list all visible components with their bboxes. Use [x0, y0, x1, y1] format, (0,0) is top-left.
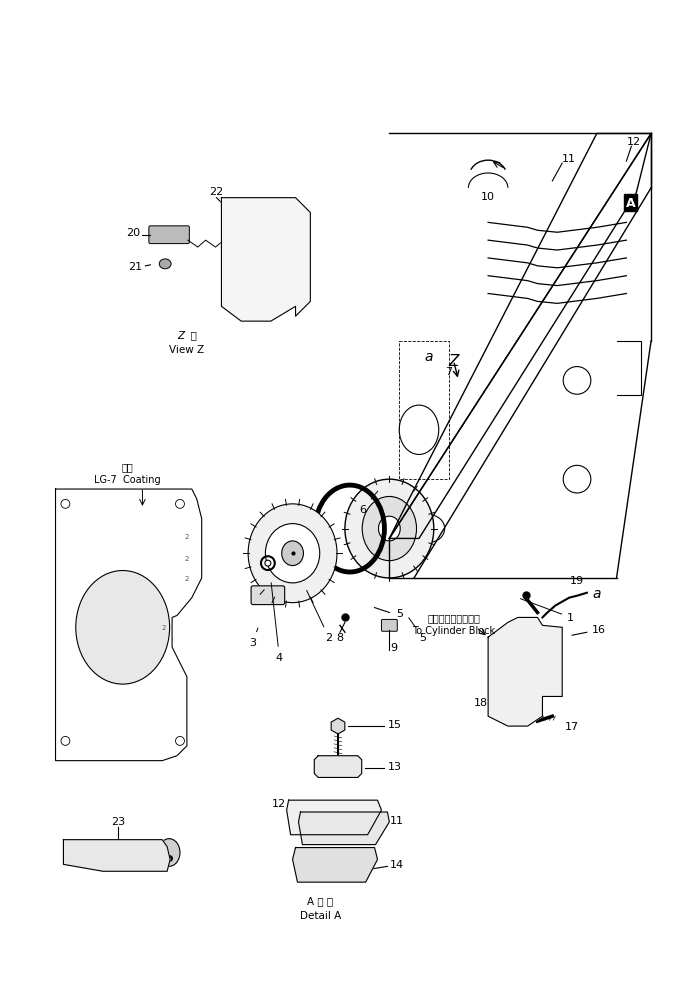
- Polygon shape: [222, 198, 310, 321]
- Ellipse shape: [266, 525, 320, 584]
- Text: 12: 12: [627, 137, 642, 147]
- Ellipse shape: [492, 703, 500, 711]
- Text: 8: 8: [337, 633, 343, 643]
- Text: A: A: [625, 197, 635, 210]
- Text: 3: 3: [249, 628, 258, 648]
- Ellipse shape: [492, 654, 500, 662]
- Polygon shape: [287, 801, 381, 835]
- Text: 11: 11: [389, 815, 404, 825]
- Text: 13: 13: [387, 761, 402, 771]
- Text: 6: 6: [360, 492, 378, 515]
- Text: To Cylinder Block: To Cylinder Block: [412, 626, 495, 636]
- Text: View Z: View Z: [169, 344, 204, 354]
- Text: 5: 5: [409, 618, 426, 643]
- Polygon shape: [299, 812, 389, 845]
- Text: 塗布: 塗布: [122, 461, 133, 472]
- Ellipse shape: [332, 762, 344, 772]
- Text: LG-7  Coating: LG-7 Coating: [95, 474, 161, 485]
- Polygon shape: [314, 756, 362, 778]
- Text: a: a: [593, 586, 601, 600]
- Text: 14: 14: [389, 860, 404, 870]
- Text: 22: 22: [210, 186, 224, 196]
- Text: 19: 19: [570, 575, 584, 586]
- Polygon shape: [293, 848, 377, 882]
- Text: 2: 2: [185, 556, 189, 562]
- Text: 12: 12: [272, 799, 286, 809]
- Text: 17: 17: [565, 722, 579, 732]
- Ellipse shape: [248, 505, 337, 603]
- Text: Detail A: Detail A: [299, 910, 341, 920]
- Text: 16: 16: [592, 625, 606, 635]
- Ellipse shape: [158, 839, 180, 867]
- Ellipse shape: [76, 571, 170, 684]
- Text: 1: 1: [521, 599, 574, 623]
- Text: a: a: [425, 349, 433, 363]
- FancyBboxPatch shape: [149, 227, 189, 245]
- Ellipse shape: [345, 479, 434, 579]
- Ellipse shape: [350, 860, 360, 869]
- FancyBboxPatch shape: [381, 620, 397, 632]
- Ellipse shape: [265, 561, 271, 567]
- Text: Z: Z: [448, 354, 459, 369]
- Text: 2: 2: [185, 576, 189, 582]
- Text: 7: 7: [445, 366, 452, 376]
- Text: 23: 23: [111, 816, 125, 826]
- Text: 11: 11: [562, 154, 576, 164]
- Ellipse shape: [379, 517, 400, 541]
- Ellipse shape: [282, 541, 304, 566]
- Text: 2: 2: [162, 625, 166, 631]
- Text: Z  視: Z 視: [177, 329, 197, 339]
- Text: A: A: [625, 197, 635, 210]
- Text: 2: 2: [307, 591, 333, 643]
- Text: 10: 10: [481, 191, 495, 201]
- Text: 18: 18: [474, 698, 488, 708]
- Polygon shape: [64, 840, 170, 872]
- FancyBboxPatch shape: [251, 587, 285, 605]
- Text: 4: 4: [271, 583, 283, 663]
- Ellipse shape: [310, 860, 320, 869]
- Polygon shape: [488, 618, 562, 727]
- Text: 9: 9: [391, 643, 398, 653]
- Text: 5: 5: [395, 608, 403, 618]
- Polygon shape: [55, 489, 201, 761]
- Text: 2: 2: [185, 533, 189, 540]
- Ellipse shape: [330, 860, 340, 869]
- Polygon shape: [389, 134, 651, 539]
- Polygon shape: [331, 719, 345, 735]
- Text: 15: 15: [387, 720, 402, 730]
- Text: 20: 20: [126, 228, 141, 238]
- Ellipse shape: [160, 259, 171, 269]
- Text: シリンダブロックへ: シリンダブロックへ: [427, 613, 480, 623]
- Text: A 詳 細: A 詳 細: [307, 895, 333, 905]
- Text: 21: 21: [128, 261, 143, 271]
- Ellipse shape: [362, 497, 416, 561]
